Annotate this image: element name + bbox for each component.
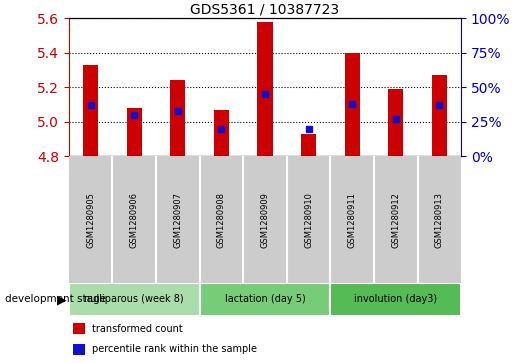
Bar [301,134,316,156]
Bar [170,80,185,156]
Text: transformed count: transformed count [92,323,183,334]
Text: GSM1280909: GSM1280909 [261,192,269,248]
Bar [330,283,461,316]
Bar [214,110,229,156]
Bar [127,108,142,156]
Bar [83,65,99,156]
Bar [432,75,447,156]
Text: development stage: development stage [5,294,107,305]
Text: GSM1280913: GSM1280913 [435,192,444,248]
Text: GSM1280912: GSM1280912 [391,192,400,248]
Text: GSM1280910: GSM1280910 [304,192,313,248]
Bar [73,344,85,355]
Text: GSM1280905: GSM1280905 [86,192,95,248]
Text: GSM1280911: GSM1280911 [348,192,357,248]
Text: nulliparous (week 8): nulliparous (week 8) [84,294,184,305]
Bar [73,323,85,334]
Text: GSM1280906: GSM1280906 [130,192,139,248]
Bar [69,283,200,316]
Bar [200,283,330,316]
Text: percentile rank within the sample: percentile rank within the sample [92,344,258,354]
Bar [344,53,360,156]
Title: GDS5361 / 10387723: GDS5361 / 10387723 [190,3,340,17]
Text: ▶: ▶ [57,293,66,306]
Text: GSM1280907: GSM1280907 [173,192,182,248]
Text: involution (day3): involution (day3) [354,294,437,305]
Text: GSM1280908: GSM1280908 [217,192,226,248]
Bar [388,89,403,156]
Text: lactation (day 5): lactation (day 5) [225,294,305,305]
Bar [258,21,272,156]
